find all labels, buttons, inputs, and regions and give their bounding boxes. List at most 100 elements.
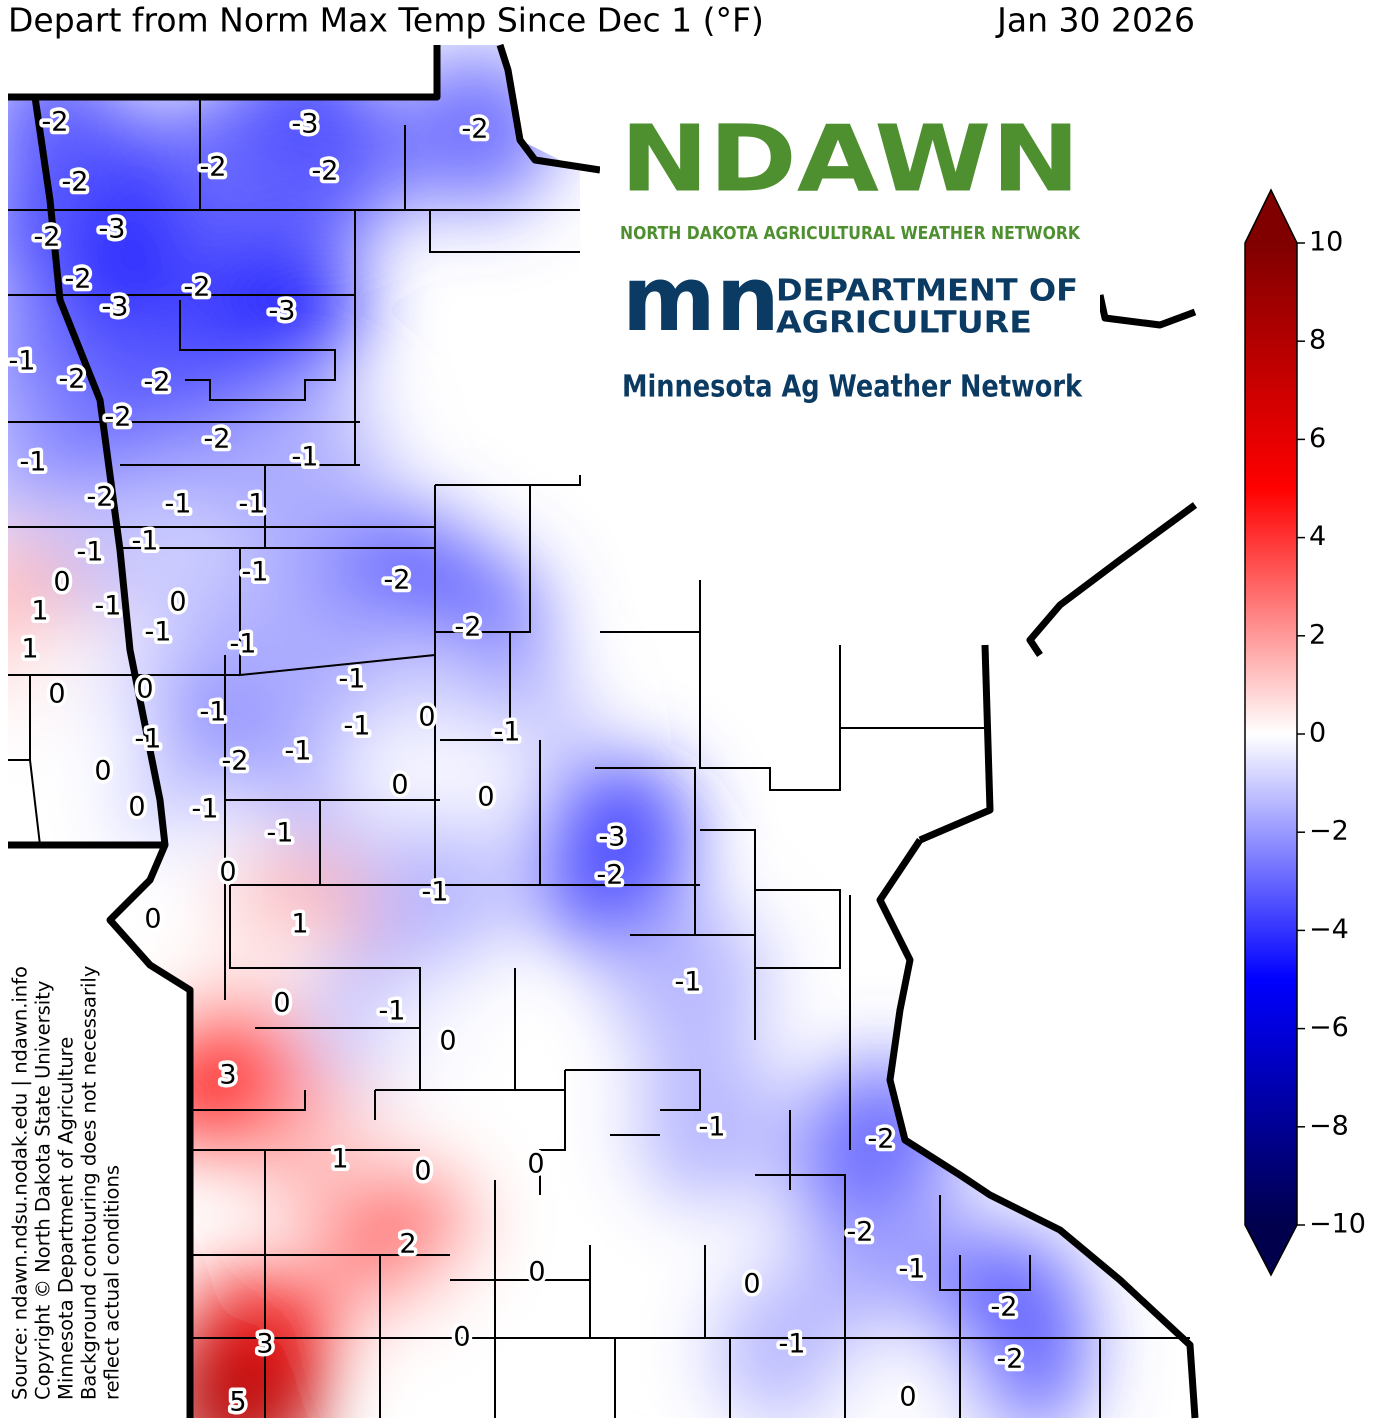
shading-blobs (8, 45, 1090, 1418)
station-value: 0 (169, 587, 186, 618)
station-value: -2 (312, 156, 339, 187)
colorbar-tick-label: 6 (1309, 423, 1326, 454)
shade-blob (368, 962, 528, 1122)
shade-blob (158, 1323, 318, 1418)
source-note: Source: ndawn.ndsu.nodak.edu | ndawn.inf… (9, 966, 124, 1400)
station-value: -2 (455, 612, 482, 643)
station-value: -2 (222, 746, 249, 777)
station-value: -1 (675, 967, 702, 998)
shade-blob (608, 903, 768, 1063)
colorbar-tick-label: 4 (1309, 521, 1326, 552)
station-value: -1 (494, 717, 521, 748)
station-value: 0 (53, 567, 70, 598)
station-value: -3 (99, 214, 126, 245)
mn-logo: mn (622, 247, 780, 352)
station-value: -2 (184, 272, 211, 303)
station-value: -2 (42, 107, 69, 138)
shade-blob (632, 1048, 792, 1208)
station-value: -1 (200, 697, 227, 728)
boundaries (8, 43, 1199, 1419)
colorbar: 10 8 6 4 2 0 −2 −4 −6 −8 −10 (1244, 188, 1366, 1277)
station-value: -2 (868, 1124, 895, 1155)
station-value: -3 (599, 822, 626, 853)
station-value: -2 (59, 364, 86, 395)
station-value: 0 (391, 770, 408, 801)
colorbar-tick-label: −4 (1309, 914, 1349, 945)
station-value: -2 (997, 1344, 1024, 1375)
station-value: -1 (192, 794, 219, 825)
station-value: -1 (267, 818, 294, 849)
station-value: 1 (331, 1144, 348, 1175)
shade-blob (245, 92, 405, 252)
station-value: -2 (34, 222, 61, 253)
station-value: 0 (128, 792, 145, 823)
station-value: 3 (256, 1329, 273, 1360)
station-value: -1 (20, 447, 47, 478)
station-value: 1 (31, 596, 48, 627)
network-name: Minnesota Ag Weather Network (622, 370, 1083, 405)
mda-line-2: AGRICULTURE (776, 306, 1032, 341)
colorbar-tick-label: 0 (1309, 718, 1326, 749)
station-value: -1 (292, 442, 319, 473)
colorbar-tick-label: 8 (1309, 325, 1326, 356)
station-value: -1 (165, 489, 192, 520)
mda-line-1: DEPARTMENT OF (776, 274, 1078, 309)
station-value: 0 (414, 1156, 431, 1187)
station-value: -1 (135, 724, 162, 755)
station-value: -1 (285, 736, 312, 767)
source-line: Minnesota Department of Agriculture (55, 1037, 78, 1400)
station-value: -1 (339, 664, 366, 695)
station-value: -2 (65, 264, 92, 295)
county-lines (8, 97, 1190, 1418)
station-value: -1 (422, 877, 449, 908)
station-value: 0 (418, 702, 435, 733)
colorbar-max-extend (1245, 190, 1297, 243)
station-value: -1 (379, 996, 406, 1027)
station-value: -2 (144, 367, 171, 398)
colorbar-tick-label: 10 (1309, 227, 1343, 258)
colorbar-min-extend (1245, 1225, 1297, 1275)
station-value: -3 (102, 292, 129, 323)
station-value: -1 (77, 537, 104, 568)
ndawn-logo: NDAWN (620, 105, 1080, 212)
station-value: 0 (273, 988, 290, 1019)
station-value: -2 (62, 167, 89, 198)
station-value: 0 (477, 782, 494, 813)
source-line: reflect actual conditions (101, 1165, 124, 1400)
station-value: -1 (9, 346, 36, 377)
station-value: -2 (105, 402, 132, 433)
station-value: 0 (136, 674, 153, 705)
station-value: 0 (94, 756, 111, 787)
station-value: -1 (230, 629, 257, 660)
shading (8, 45, 1090, 1418)
station-value: -3 (292, 109, 319, 140)
station-value: 1 (21, 634, 38, 665)
station-value: -2 (847, 1217, 874, 1248)
date: Jan 30 2026 (995, 1, 1195, 40)
station-value: -1 (239, 489, 266, 520)
station-value: 5 (229, 1387, 246, 1418)
station-value: 2 (399, 1229, 416, 1260)
station-values: -2 -3 -2-2 -2-2-3-2-2 -2-3 -3-1-2 -2-2-2-1 -1-2… (5, 103, 1027, 1421)
station-value: 0 (453, 1322, 470, 1353)
station-value: -1 (344, 711, 371, 742)
station-value: -1 (145, 617, 172, 648)
station-value: 0 (899, 1382, 916, 1413)
station-value: -2 (200, 152, 227, 183)
station-value: -1 (899, 1254, 926, 1285)
colorbar-tick-label: 2 (1309, 619, 1326, 650)
colorbar-ramp (1245, 243, 1297, 1225)
logo-box (600, 100, 1100, 440)
station-value: -1 (132, 526, 159, 557)
colorbar-tick-label: −6 (1309, 1012, 1349, 1043)
station-value: 0 (527, 1149, 544, 1180)
station-value: 0 (528, 1257, 545, 1288)
source-line: Background contouring does not necessari… (78, 966, 101, 1400)
station-value: -2 (462, 114, 489, 145)
colorbar-tick-label: −8 (1309, 1110, 1349, 1141)
station-value: 0 (219, 857, 236, 888)
station-value: -1 (699, 1112, 726, 1143)
station-value: -1 (779, 1329, 806, 1360)
